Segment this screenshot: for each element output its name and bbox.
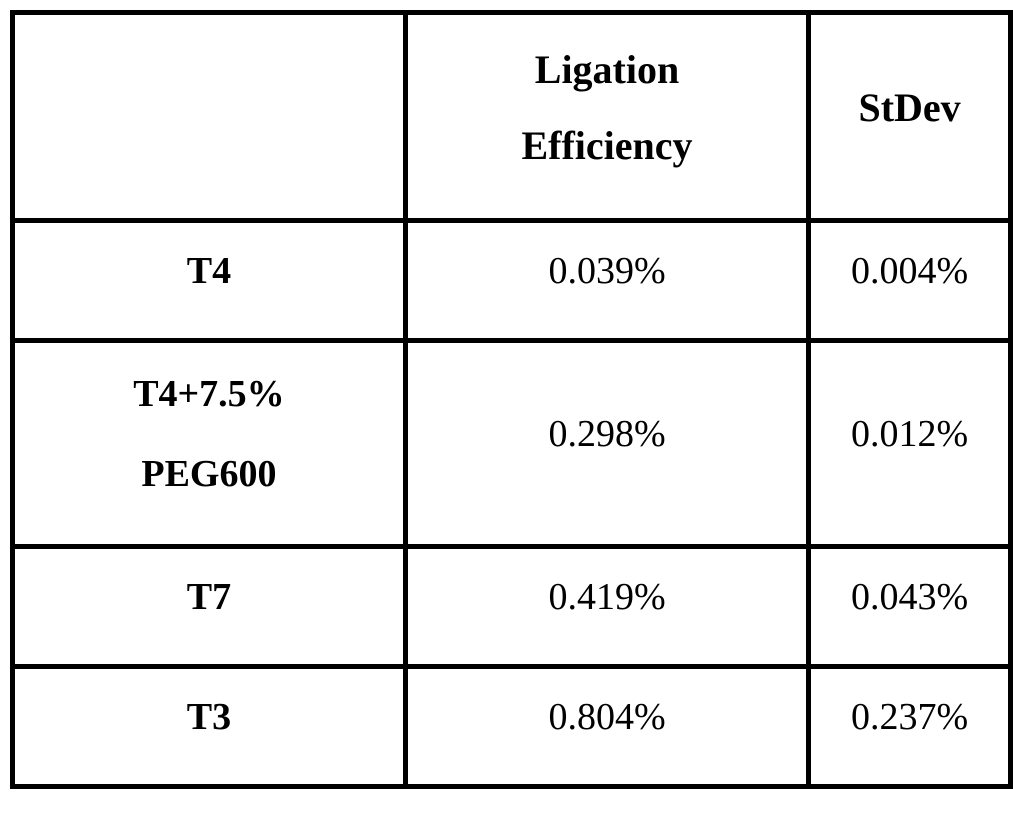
t4-stdev-value: 0.004% (806, 218, 1013, 343)
row-label-t3: T3 (10, 664, 408, 789)
t4-peg-label-line1: T4+7.5% (133, 372, 285, 415)
header-efficiency-line: Efficiency (521, 122, 693, 168)
table-row-t4-peg600: T4+7.5% PEG600 0.298% 0.012% (10, 338, 1013, 549)
t3-stdev-value: 0.237% (806, 664, 1013, 789)
header-ligation-efficiency-cell: Ligation Efficiency (402, 10, 812, 223)
table-header-row: Ligation Efficiency StDev (10, 10, 1013, 223)
t4-peg-efficiency-value: 0.298% (402, 338, 812, 549)
t7-stdev-value: 0.043% (806, 544, 1013, 669)
header-ligation-line: Ligation (534, 46, 680, 92)
row-label-t4: T4 (10, 218, 408, 343)
t4-peg-label-line2: PEG600 (141, 452, 277, 495)
t3-efficiency-value: 0.804% (402, 664, 812, 789)
ligation-efficiency-table: Ligation Efficiency StDev T4 0.039% 0.00… (10, 10, 1013, 789)
header-corner-cell (10, 10, 408, 223)
t7-efficiency-value: 0.419% (402, 544, 812, 669)
t4-peg-stdev-value: 0.012% (806, 338, 1013, 549)
row-label-t4-peg600: T4+7.5% PEG600 (10, 338, 408, 549)
table-row-t3: T3 0.804% 0.237% (10, 664, 1013, 789)
t4-efficiency-value: 0.039% (402, 218, 812, 343)
table-row-t4: T4 0.039% 0.004% (10, 218, 1013, 343)
header-stdev-cell: StDev (806, 10, 1013, 223)
table-row-t7: T7 0.419% 0.043% (10, 544, 1013, 669)
row-label-t7: T7 (10, 544, 408, 669)
